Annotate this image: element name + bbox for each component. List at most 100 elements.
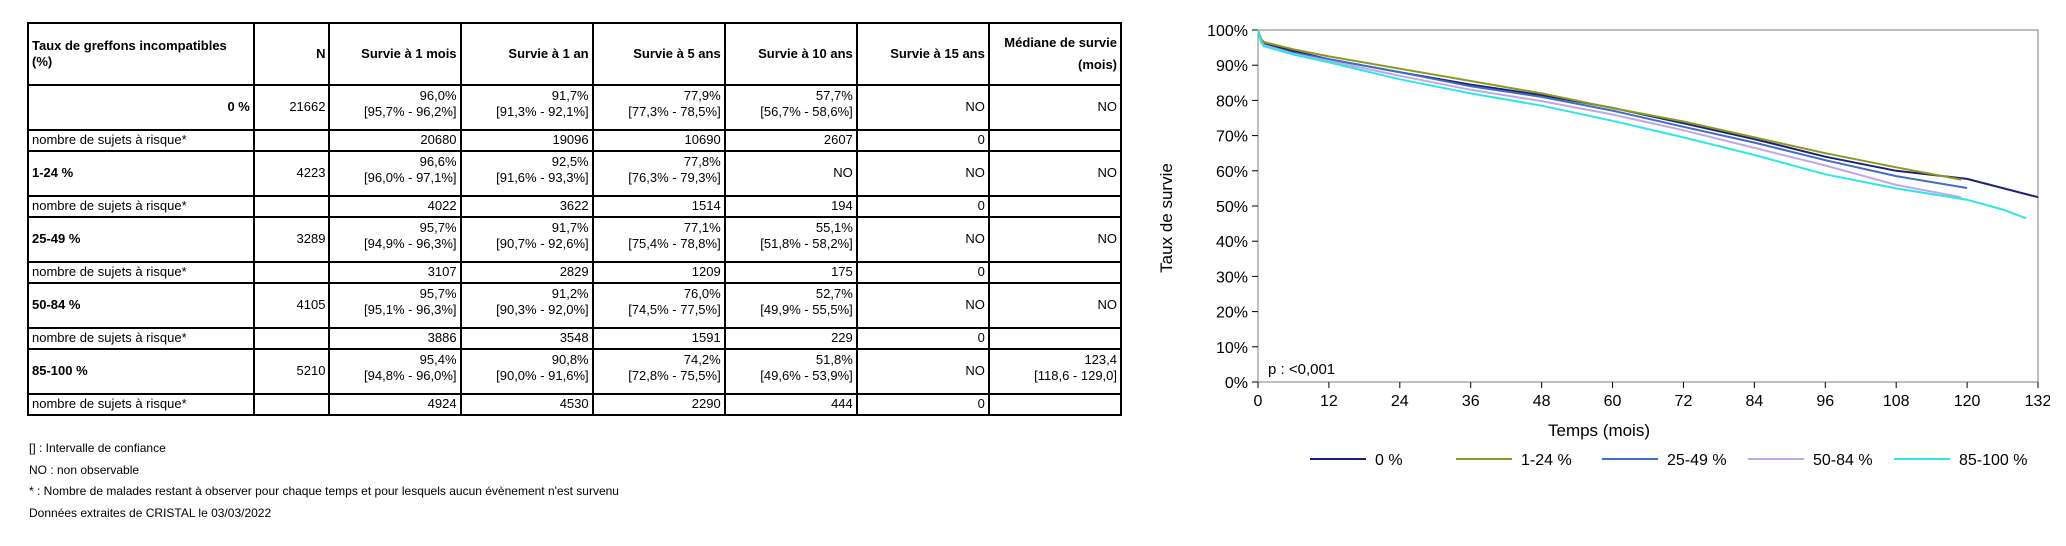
survival-cell: 91,7% [91,3% - 92,1%] — [459, 83, 594, 131]
risk-value: 4530 — [459, 393, 594, 417]
y-tick-label: 70% — [1216, 129, 1248, 146]
survival-cell: 77,1% [75,4% - 78,8%] — [591, 215, 726, 263]
survival-chart: 0 12 24 36 48 60 72 84 96 108 120 132 0% 10% 20% 30% 40%… — [1157, 23, 2050, 469]
survival-cell: 77,9% [77,3% - 78,5%] — [591, 83, 726, 131]
risk-label: nombre de sujets à risque* — [27, 393, 255, 417]
risk-value: 0 — [855, 129, 990, 152]
survival-cell: 52,7% [49,9% - 55,5%] — [723, 281, 858, 329]
risk-value: 10690 — [591, 129, 726, 152]
survival-cell: NO — [723, 149, 858, 197]
x-tick-label: 24 — [1391, 393, 1409, 410]
group-label: 50-84 % — [27, 281, 255, 329]
risk-n-empty — [252, 261, 331, 284]
risk-row: nombre de sujets à risque* 3107 2829 1209 17… — [27, 261, 1123, 284]
header-1-month: Survie à 1 mois — [328, 22, 462, 86]
confidence-interval: [56,7% - 58,6%] — [760, 103, 853, 119]
risk-value: 19096 — [459, 129, 594, 152]
n-value: 5210 — [252, 347, 331, 395]
survival-cell: 96,6% [96,0% - 97,1%] — [328, 149, 462, 197]
risk-value: 0 — [855, 261, 990, 284]
table-row: 0 % 21662 96,0% [95,7% - 96,2%] 91,7% [91,3% … — [27, 83, 1123, 131]
header-15-years: Survie à 15 ans — [855, 22, 990, 86]
risk-value: 229 — [723, 327, 858, 350]
survival-cell: 95,7% [94,9% - 96,3%] — [328, 215, 462, 263]
series-line — [1257, 29, 2039, 199]
plot-frame — [1257, 29, 2039, 383]
risk-value: 3107 — [328, 261, 462, 284]
survival-15y: NO — [855, 281, 990, 329]
confidence-interval: [90,7% - 92,6%] — [496, 235, 589, 251]
n-value: 4105 — [252, 281, 331, 329]
risk-row: nombre de sujets à risque* 20680 19096 1069… — [27, 129, 1123, 152]
median-cell: NO — [987, 83, 1123, 131]
median-value: NO — [1097, 165, 1118, 181]
risk-value: 2290 — [591, 393, 726, 417]
survival-table: Taux de greffons incompatibles (%) N Sur… — [27, 22, 1123, 417]
survival-cell: 57,7% [56,7% - 58,6%] — [723, 83, 858, 131]
confidence-interval: [77,3% - 78,5%] — [628, 103, 721, 119]
confidence-interval: [91,3% - 92,1%] — [496, 103, 589, 119]
y-tick-label: 0% — [1225, 375, 1248, 392]
n-value: 21662 — [252, 83, 331, 131]
footnote-risk: * : Nombre de malades restant à observer… — [29, 484, 619, 498]
confidence-interval: [90,0% - 91,6%] — [496, 367, 589, 383]
risk-value: 3886 — [328, 327, 462, 350]
risk-value: 444 — [723, 393, 858, 417]
risk-row: nombre de sujets à risque* 3886 3548 1591 22… — [27, 327, 1123, 350]
x-tick-label: 60 — [1604, 393, 1622, 410]
survival-15y: NO — [855, 149, 990, 197]
x-tick-label: 108 — [1883, 393, 1910, 410]
risk-median-empty — [987, 261, 1123, 284]
footnote-ci: [] : Intervalle de confiance — [29, 441, 166, 455]
confidence-interval: [94,9% - 96,3%] — [364, 235, 457, 251]
confidence-interval: [95,1% - 96,3%] — [364, 301, 457, 317]
x-tick-label: 84 — [1745, 393, 1763, 410]
legend: 0 % 1-24 % 25-49 % 50-84 % 85-100 % — [1310, 452, 2028, 469]
y-axis-title: Taux de survie — [1157, 163, 1176, 273]
risk-value: 4924 — [328, 393, 462, 417]
x-axis-title: Temps (mois) — [1548, 421, 1650, 440]
p-value-annotation: p : <0,001 — [1268, 361, 1335, 378]
risk-value: 0 — [855, 327, 990, 350]
risk-value: 3548 — [459, 327, 594, 350]
survival-cell: 95,7% [95,1% - 96,3%] — [328, 281, 462, 329]
plot-area-border — [1257, 29, 2039, 383]
legend-label: 25-49 % — [1667, 452, 1727, 469]
table-header-row: Taux de greffons incompatibles (%) N Sur… — [27, 22, 1123, 86]
survival-cell: 55,1% [51,8% - 58,2%] — [723, 215, 858, 263]
header-median: Médiane de survie (mois) — [987, 22, 1123, 86]
risk-value: 2607 — [723, 129, 858, 152]
survival-cell: 91,2% [90,3% - 92,0%] — [459, 281, 594, 329]
group-label: 1-24 % — [27, 149, 255, 197]
survival-value: 57,7% — [815, 87, 853, 103]
header-n: N — [252, 22, 331, 86]
risk-value: 20680 — [328, 129, 462, 152]
confidence-interval: [91,6% - 93,3%] — [496, 169, 589, 185]
survival-value: 76,0% — [683, 285, 721, 301]
axis-ticks: 0 12 24 36 48 60 72 84 96 108 120 132 0% 10% 20% 30% 40%… — [1207, 23, 2050, 410]
risk-n-empty — [252, 327, 331, 350]
x-tick-label: 36 — [1462, 393, 1480, 410]
header-5-years: Survie à 5 ans — [591, 22, 726, 86]
footnote-source: Données extraites de CRISTAL le 03/03/20… — [29, 505, 272, 520]
n-value: 4223 — [252, 149, 331, 197]
risk-value: 0 — [855, 393, 990, 417]
median-value: NO — [1097, 99, 1118, 115]
survival-value: 95,7% — [419, 285, 457, 301]
risk-value: 4022 — [328, 195, 462, 218]
survival-cell: 92,5% [91,6% - 93,3%] — [459, 149, 594, 197]
risk-value: 2829 — [459, 261, 594, 284]
confidence-interval: [74,5% - 77,5%] — [628, 301, 721, 317]
x-tick-label: 120 — [1954, 393, 1981, 410]
table-row: 25-49 % 3289 95,7% [94,9% - 96,3%] 91,7% [90,… — [27, 215, 1123, 263]
survival-value: 51,8% — [815, 351, 853, 367]
group-label: 25-49 % — [27, 215, 255, 263]
risk-row: nombre de sujets à risque* 4022 3622 1514 19… — [27, 195, 1123, 218]
survival-cell: 90,8% [90,0% - 91,6%] — [459, 347, 594, 395]
risk-value: 0 — [855, 195, 990, 218]
survival-value: 55,1% — [815, 219, 853, 235]
risk-n-empty — [252, 195, 331, 218]
median-value: 123,4 — [1084, 351, 1117, 367]
risk-value: 194 — [723, 195, 858, 218]
median-ci: [118,6 - 129,0] — [1034, 367, 1117, 383]
